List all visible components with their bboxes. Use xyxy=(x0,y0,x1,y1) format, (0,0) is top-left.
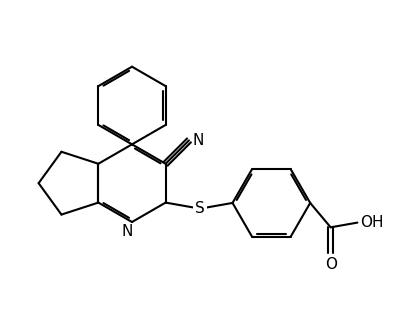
Text: N: N xyxy=(122,224,133,239)
Text: S: S xyxy=(195,201,205,216)
Text: OH: OH xyxy=(360,215,383,230)
Text: O: O xyxy=(325,257,337,272)
Text: N: N xyxy=(192,133,204,148)
